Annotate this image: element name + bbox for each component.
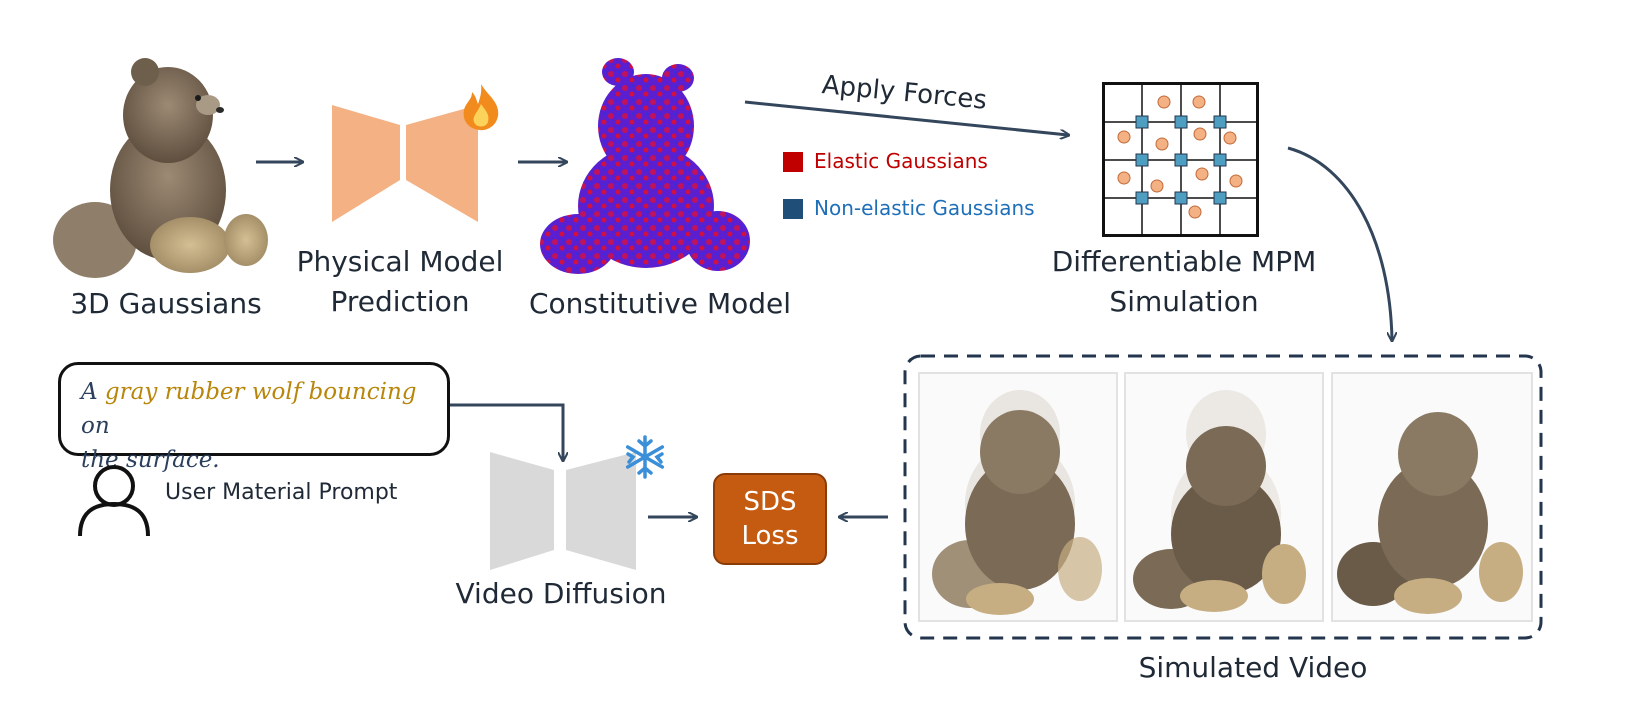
prompt-text-part1: A — [81, 379, 105, 405]
video-frame-3-image — [1337, 412, 1523, 614]
physical-model-network — [332, 105, 478, 222]
legend-elastic-label: Elastic Gaussians — [814, 149, 988, 173]
label-physical-model-line1: Physical Model — [296, 245, 504, 278]
sds-line2: Loss — [741, 521, 799, 551]
arrow-mpm-to-video — [1287, 146, 1392, 340]
video-frame-3 — [1331, 372, 1533, 622]
teddy-gaussians-image — [53, 58, 268, 278]
user-icon — [78, 465, 150, 537]
label-simulated-video: Simulated Video — [1138, 651, 1368, 684]
video-frame-1-image — [932, 390, 1102, 615]
video-frame-1 — [918, 372, 1118, 622]
mpm-grid — [1102, 82, 1259, 237]
sds-loss-box: SDS Loss — [713, 473, 827, 565]
simulated-video-frame-border — [903, 354, 1543, 640]
user-material-prompt-label: User Material Prompt — [165, 480, 398, 505]
label-constitutive-model: Constitutive Model — [528, 287, 792, 320]
arrow-prompt-to-diffusion — [446, 403, 563, 460]
constitutive-model-image — [540, 58, 750, 274]
arrow-apply-forces — [744, 100, 1068, 135]
label-video-diffusion: Video Diffusion — [455, 577, 667, 610]
label-3d-gaussians: 3D Gaussians — [70, 287, 262, 320]
sds-line1: SDS — [743, 487, 797, 517]
prompt-text: A gray rubber wolf bouncing on the surfa… — [81, 375, 441, 477]
prompt-text-part2: on — [81, 413, 110, 439]
legend-elastic-swatch — [783, 152, 803, 172]
label-mpm-line1: Differentiable MPM — [1051, 245, 1317, 278]
video-diffusion-network — [490, 452, 636, 570]
video-frame-2-image — [1133, 390, 1306, 612]
video-frame-2 — [1124, 372, 1324, 622]
label-physical-model-line2: Prediction — [330, 285, 470, 318]
legend-non-elastic-swatch — [783, 199, 803, 219]
legend-non-elastic-label: Non-elastic Gaussians — [814, 196, 1035, 220]
prompt-box: A gray rubber wolf bouncing on the surfa… — [58, 362, 450, 473]
fire-icon — [463, 84, 499, 131]
label-mpm-line2: Simulation — [1109, 285, 1259, 318]
snowflake-icon — [625, 435, 665, 479]
prompt-text-highlight: gray rubber wolf bouncing — [104, 379, 417, 405]
